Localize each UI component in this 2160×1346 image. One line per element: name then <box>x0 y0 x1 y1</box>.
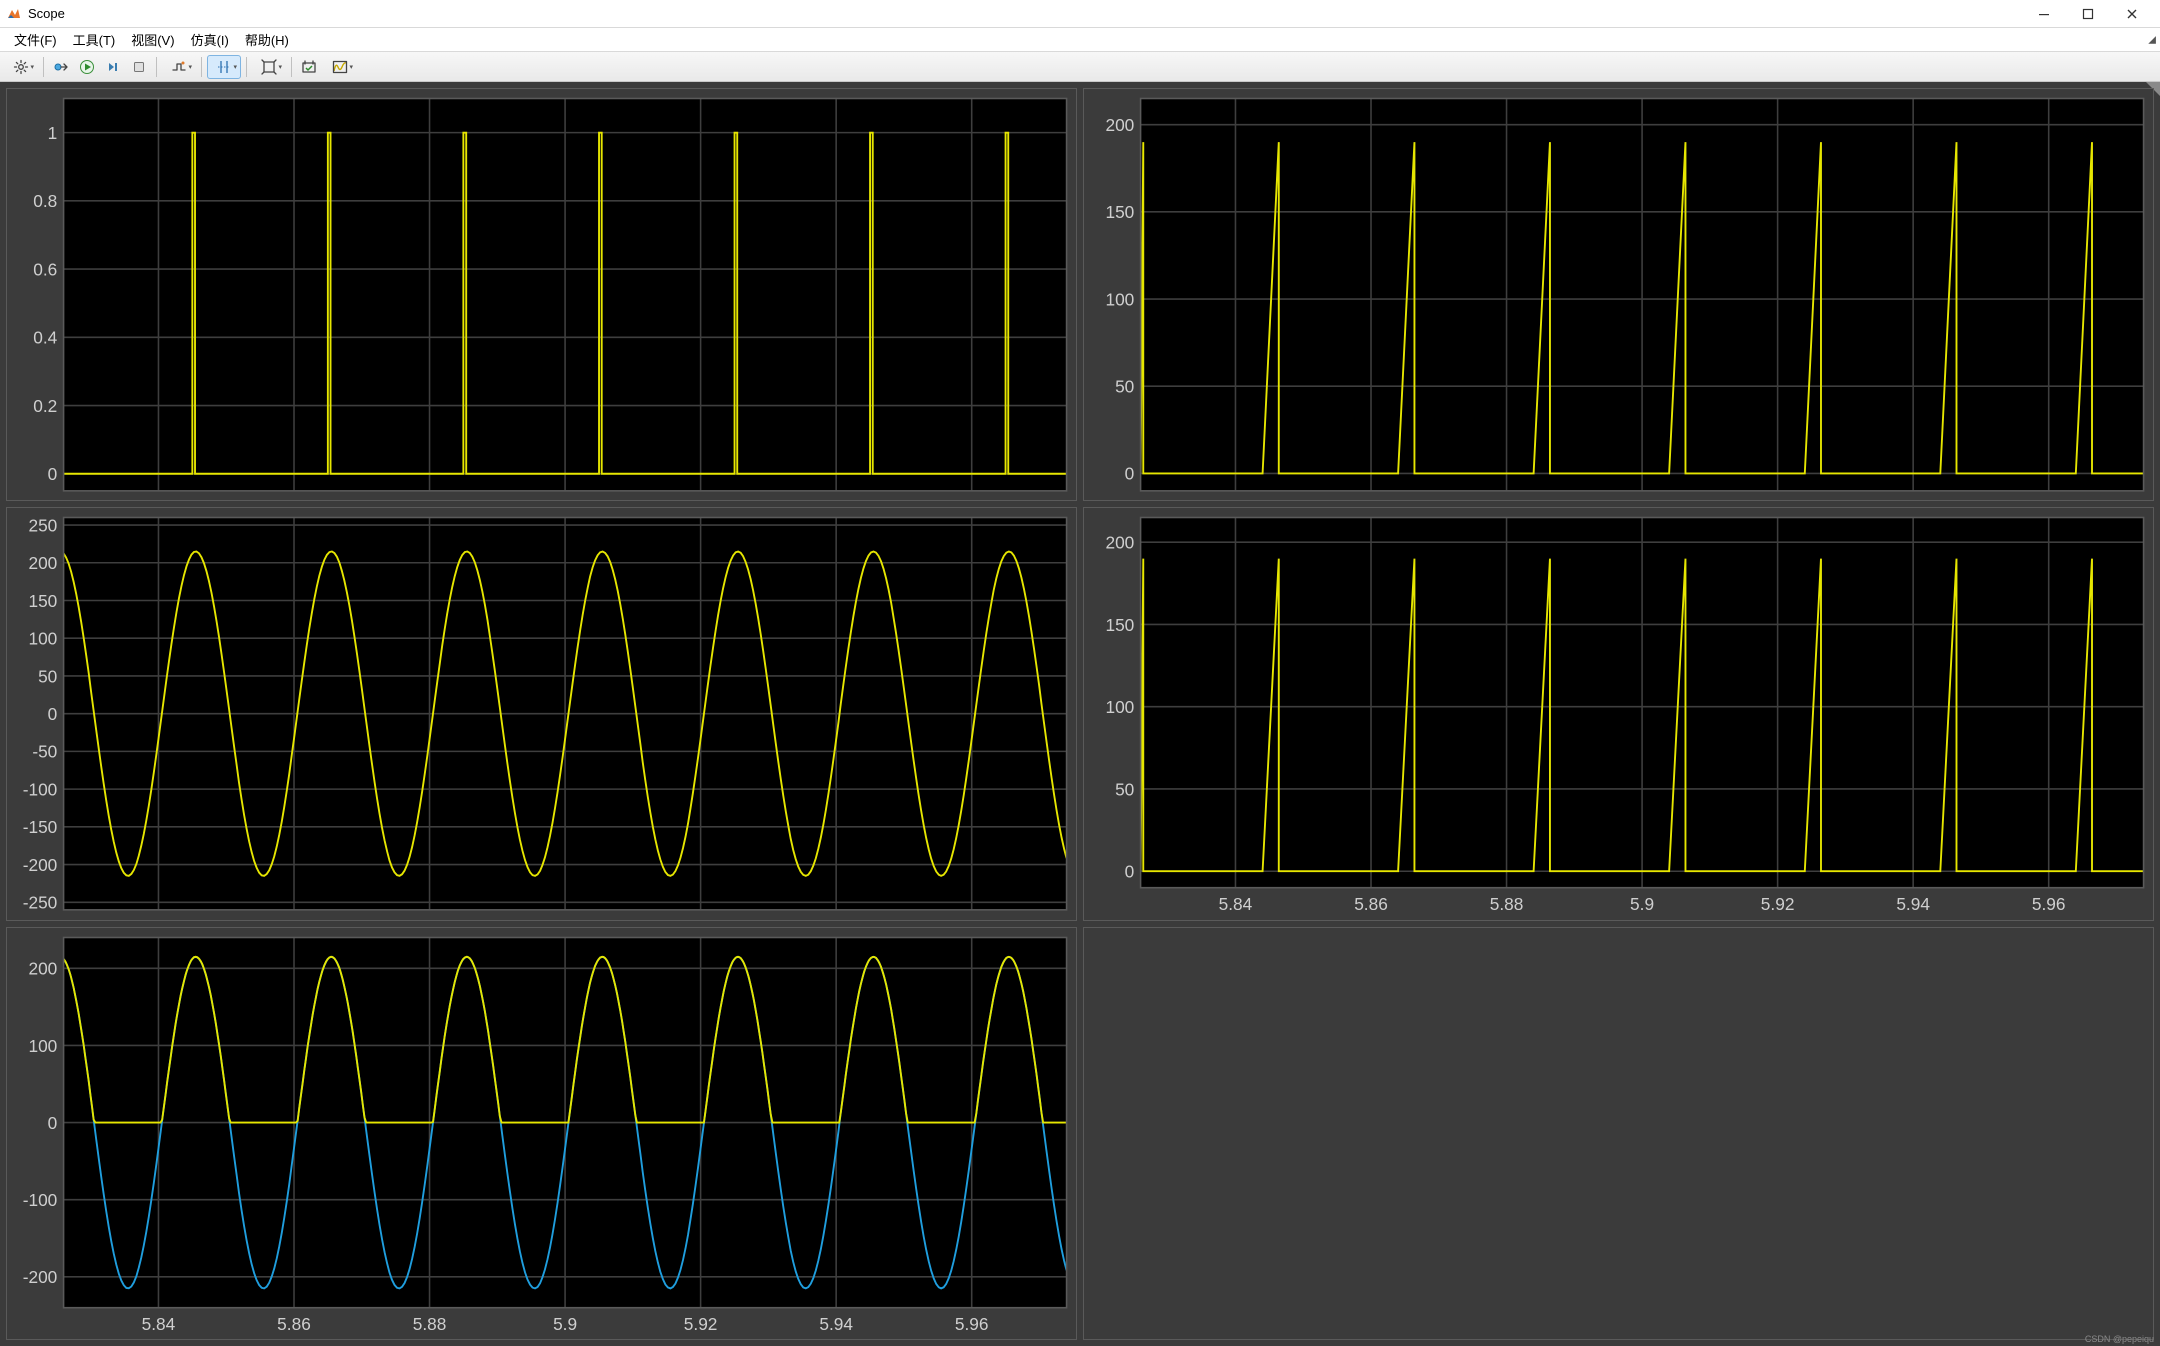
tool-triggers[interactable]: ▾ <box>162 55 196 79</box>
matlab-membrane-icon <box>6 6 22 22</box>
svg-text:-200: -200 <box>23 855 58 875</box>
svg-text:100: 100 <box>1105 289 1134 309</box>
svg-text:0.8: 0.8 <box>33 191 57 211</box>
svg-text:200: 200 <box>1105 533 1134 553</box>
svg-text:200: 200 <box>28 553 57 573</box>
svg-text:100: 100 <box>1105 697 1134 717</box>
tool-open-model[interactable] <box>49 55 73 79</box>
scope-panel-p2[interactable]: 0 50 100 150 200 <box>1083 88 2154 501</box>
toolbar-separator <box>246 57 247 77</box>
window-title: Scope <box>28 6 65 21</box>
scope-area: 0 0.2 0.4 0.6 0.8 1 0 50 100 150 200 -250 -200 -150 -1… <box>0 82 2160 1346</box>
tool-run[interactable] <box>75 55 99 79</box>
tool-time-settings[interactable] <box>297 55 321 79</box>
svg-text:100: 100 <box>28 1035 57 1055</box>
svg-text:200: 200 <box>28 958 57 978</box>
svg-text:150: 150 <box>28 591 57 611</box>
tool-stop[interactable] <box>127 55 151 79</box>
svg-text:0.4: 0.4 <box>33 328 57 348</box>
svg-text:100: 100 <box>28 629 57 649</box>
svg-text:1: 1 <box>48 123 58 143</box>
tool-cursor-measure[interactable]: ▾ <box>207 55 241 79</box>
toolbar-separator <box>43 57 44 77</box>
svg-text:0.6: 0.6 <box>33 259 57 279</box>
toolbar-separator <box>201 57 202 77</box>
scope-panel-p5[interactable]: -200 -100 0 100 200 5.84 5.86 5.88 5.9 5.92 5.94 5.… <box>6 927 1077 1340</box>
svg-text:0.2: 0.2 <box>33 396 57 416</box>
toolbar-separator <box>156 57 157 77</box>
window-minimize-button[interactable] <box>2022 0 2066 28</box>
svg-text:-100: -100 <box>23 780 58 800</box>
svg-text:5.88: 5.88 <box>1490 894 1524 914</box>
tool-step-forward[interactable] <box>101 55 125 79</box>
scope-panel-p3[interactable]: -250 -200 -150 -100 -50 0 50 100 150 200 250 <box>6 507 1077 920</box>
svg-text:200: 200 <box>1105 115 1134 135</box>
window-close-button[interactable] <box>2110 0 2154 28</box>
svg-text:50: 50 <box>38 667 57 687</box>
scope-panel-p4[interactable]: 0 50 100 150 200 5.84 5.86 5.88 5.9 5.92 5.94 5.96 <box>1083 507 2154 920</box>
menu-4[interactable]: 帮助(H) <box>237 28 297 51</box>
svg-text:5.88: 5.88 <box>413 1313 447 1333</box>
tool-configure[interactable]: ▾ <box>4 55 38 79</box>
menu-1[interactable]: 工具(T) <box>65 28 124 51</box>
toolbar: ▾ ▾ ▾ ▾ ▾ <box>0 52 2160 82</box>
svg-text:150: 150 <box>1105 615 1134 635</box>
svg-text:5.96: 5.96 <box>2032 894 2066 914</box>
menu-3[interactable]: 仿真(I) <box>183 28 237 51</box>
svg-text:5.96: 5.96 <box>955 1313 989 1333</box>
window-maximize-button[interactable] <box>2066 0 2110 28</box>
svg-text:5.94: 5.94 <box>1896 894 1930 914</box>
scope-panel-p6 <box>1083 927 2154 1340</box>
svg-text:50: 50 <box>1115 780 1134 800</box>
svg-text:0: 0 <box>48 1113 58 1133</box>
svg-text:5.86: 5.86 <box>1354 894 1388 914</box>
scope-panel-p1[interactable]: 0 0.2 0.4 0.6 0.8 1 <box>6 88 1077 501</box>
menubar: 文件(F)工具(T)视图(V)仿真(I)帮助(H) ◢ <box>0 28 2160 52</box>
toolbar-separator <box>291 57 292 77</box>
svg-text:-250: -250 <box>23 893 58 913</box>
titlebar: Scope <box>0 0 2160 28</box>
svg-text:5.84: 5.84 <box>1219 894 1253 914</box>
svg-text:-50: -50 <box>32 742 57 762</box>
svg-text:5.9: 5.9 <box>553 1313 577 1333</box>
svg-text:0: 0 <box>1125 862 1135 882</box>
tool-zoom-xy[interactable]: ▾ <box>252 55 286 79</box>
menu-2[interactable]: 视图(V) <box>123 28 182 51</box>
svg-text:150: 150 <box>1105 202 1134 222</box>
svg-text:5.86: 5.86 <box>277 1313 311 1333</box>
svg-text:0: 0 <box>1125 464 1135 484</box>
svg-text:-200: -200 <box>23 1267 58 1287</box>
svg-text:-150: -150 <box>23 817 58 837</box>
svg-text:5.94: 5.94 <box>819 1313 853 1333</box>
svg-text:5.9: 5.9 <box>1630 894 1654 914</box>
svg-text:50: 50 <box>1115 376 1134 396</box>
menubar-overflow-icon[interactable]: ◢ <box>2148 34 2156 45</box>
svg-text:0: 0 <box>48 464 58 484</box>
svg-text:250: 250 <box>28 516 57 536</box>
tool-signals-view[interactable]: ▾ <box>323 55 357 79</box>
svg-text:0: 0 <box>48 704 58 724</box>
svg-text:-100: -100 <box>23 1190 58 1210</box>
svg-text:5.84: 5.84 <box>142 1313 176 1333</box>
svg-text:5.92: 5.92 <box>684 1313 718 1333</box>
menu-0[interactable]: 文件(F) <box>6 28 65 51</box>
svg-text:5.92: 5.92 <box>1761 894 1795 914</box>
